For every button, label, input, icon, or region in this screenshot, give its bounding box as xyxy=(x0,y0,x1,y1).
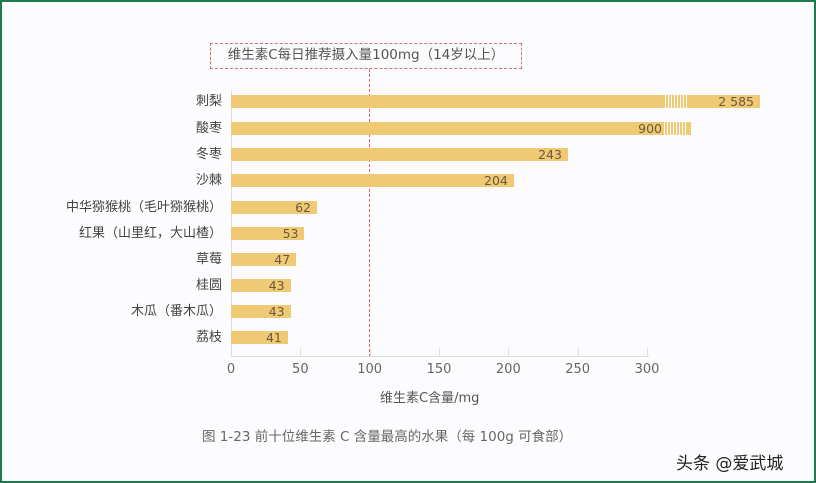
tick-label: 50 xyxy=(292,362,309,377)
category-label: 草莓 xyxy=(195,252,222,267)
figure-caption: 图 1-23 前十位维生素 C 含量最高的水果（每 100g 可食部） xyxy=(202,429,573,445)
tick-mark xyxy=(300,348,302,356)
bar-row: 冬枣 243 xyxy=(0,148,816,162)
category-label: 冬枣 xyxy=(195,147,222,162)
category-label: 荔枝 xyxy=(195,330,222,345)
bar-row: 木瓜（番木瓜） 43 xyxy=(0,305,816,319)
tick-label: 0 xyxy=(226,362,236,377)
tick-mark xyxy=(577,348,579,356)
axis-break-marker xyxy=(665,95,687,108)
tick-label: 150 xyxy=(426,362,452,377)
bar-row: 酸枣 900 xyxy=(0,122,816,136)
bar: 41 xyxy=(231,331,288,344)
axis-break-marker xyxy=(664,122,686,135)
bar-row: 刺梨 2 585 xyxy=(0,95,816,109)
bar: 47 xyxy=(231,252,297,267)
value-label: 2 585 xyxy=(718,94,754,109)
category-label: 中华猕猴桃（毛叶猕猴桃） xyxy=(65,200,222,215)
category-label: 酸枣 xyxy=(195,121,222,136)
bar: 204 xyxy=(231,174,514,187)
tick-mark xyxy=(369,348,371,356)
x-axis-label: 维生素C含量/mg xyxy=(380,391,480,406)
reference-annotation: 维生素C每日推荐摄入量100mg（14岁以上） xyxy=(210,43,522,69)
bar: 2 585 xyxy=(231,95,760,108)
category-label: 刺梨 xyxy=(195,94,222,109)
tick-mark xyxy=(231,348,232,356)
category-label: 沙棘 xyxy=(195,173,222,188)
value-label: 62 xyxy=(295,200,311,215)
value-label: 43 xyxy=(268,278,285,293)
value-label: 47 xyxy=(274,252,291,267)
bar-row: 红果（山里红，大山楂） 53 xyxy=(0,227,816,241)
y-axis-line xyxy=(231,90,232,356)
value-label: 53 xyxy=(282,226,299,241)
value-label: 41 xyxy=(265,330,282,345)
tick-mark xyxy=(508,348,510,356)
bar-row: 草莓 47 xyxy=(0,253,816,267)
value-label: 900 xyxy=(638,121,662,136)
bar: 53 xyxy=(231,226,305,241)
category-label: 木瓜（番木瓜） xyxy=(130,304,222,319)
bar-row: 荔枝 41 xyxy=(0,331,816,345)
tick-label: 100 xyxy=(357,362,383,377)
category-label: 桂圆 xyxy=(195,278,222,293)
bar: 43 xyxy=(231,305,291,318)
tick-label: 200 xyxy=(495,362,521,377)
watermark: 头条 @爱武城 xyxy=(676,454,784,474)
reference-line xyxy=(369,69,370,357)
value-label: 43 xyxy=(268,304,285,319)
tick-mark xyxy=(439,348,440,356)
tick-label: 250 xyxy=(565,362,591,377)
tick-label: 300 xyxy=(634,362,660,377)
value-label: 243 xyxy=(538,147,562,162)
bar-row: 桂圆 43 xyxy=(0,279,816,293)
bar: 243 xyxy=(231,148,568,161)
value-label: 204 xyxy=(484,173,508,188)
tick-mark xyxy=(647,348,648,356)
bar-row: 沙棘 204 xyxy=(0,174,816,188)
category-label: 红果（山里红，大山楂） xyxy=(78,226,222,241)
bar: 43 xyxy=(231,279,291,292)
bar: 62 xyxy=(231,201,317,214)
bar-row: 中华猕猴桃（毛叶猕猴桃） 62 xyxy=(0,201,816,215)
x-axis-line xyxy=(231,356,649,357)
bar: 900 xyxy=(231,122,691,135)
